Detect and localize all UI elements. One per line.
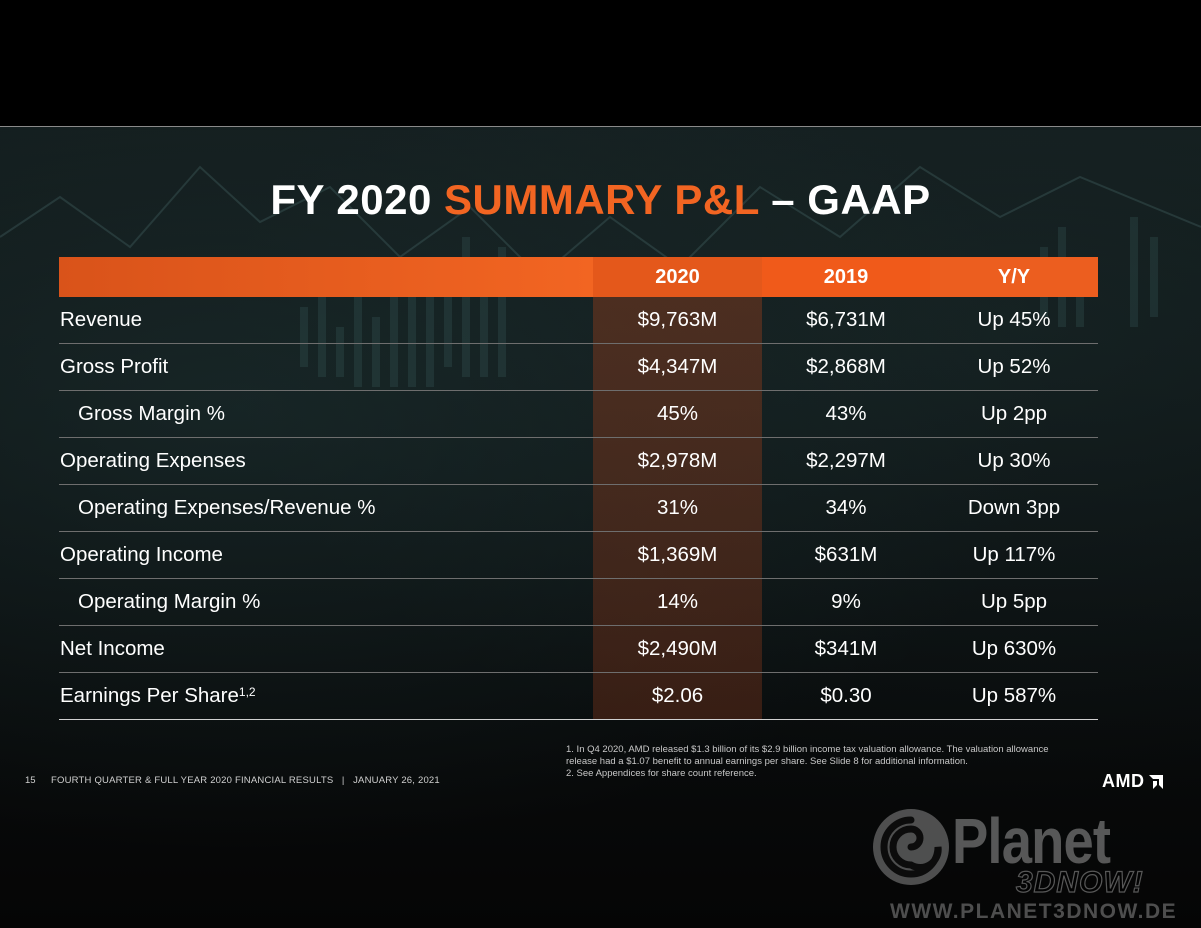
value-yy: Up 2pp	[930, 390, 1098, 438]
watermark-brand: Planet	[952, 805, 1111, 877]
value-2019: 43%	[762, 390, 930, 438]
table-row: Gross Margin % 45% 43% Up 2pp	[59, 390, 1098, 438]
value-2019: $2,297M	[762, 437, 930, 485]
header-2020: 2020	[593, 257, 762, 297]
value-yy: Up 630%	[930, 625, 1098, 673]
row-label: Operating Income	[59, 531, 593, 579]
value-2020: 45%	[593, 390, 762, 438]
value-yy: Down 3pp	[930, 484, 1098, 532]
planet-swirl-icon	[873, 809, 949, 885]
header-yy: Y/Y	[930, 257, 1098, 297]
value-2019: $2,868M	[762, 343, 930, 391]
footer-text: FOURTH QUARTER & FULL YEAR 2020 FINANCIA…	[51, 775, 440, 786]
slide-title: FY 2020 SUMMARY P&L – GAAP	[0, 176, 1201, 224]
value-2019: $0.30	[762, 672, 930, 720]
value-yy: Up 5pp	[930, 578, 1098, 626]
table-header-row: 2020 2019 Y/Y	[59, 257, 1098, 297]
value-2020: 31%	[593, 484, 762, 532]
footnote-1: 1. In Q4 2020, AMD released $1.3 billion…	[566, 744, 1049, 767]
row-label: Gross Profit	[59, 343, 593, 391]
table-row: Net Income $2,490M $341M Up 630%	[59, 625, 1098, 673]
page-number: 15	[25, 775, 36, 786]
row-label-eps: Earnings Per Share1,2	[59, 672, 593, 720]
row-label: Revenue	[59, 297, 593, 344]
value-2020: $9,763M	[593, 297, 762, 344]
amd-logo-text: AMD	[1102, 771, 1145, 791]
top-blank-band	[0, 0, 1201, 126]
footnotes: 1. In Q4 2020, AMD released $1.3 billion…	[566, 744, 1066, 780]
value-2020: $4,347M	[593, 343, 762, 391]
value-yy: Up 587%	[930, 672, 1098, 720]
watermark-sub: 3DNOW!	[1015, 865, 1144, 899]
amd-logo: AMD	[1102, 771, 1164, 792]
value-yy: Up 52%	[930, 343, 1098, 391]
watermark-url: WWW.PLANET3DNOW.DE	[890, 900, 1178, 923]
row-label: Net Income	[59, 625, 593, 673]
table-row: Revenue $9,763M $6,731M Up 45%	[59, 297, 1098, 344]
value-2020: $2,978M	[593, 437, 762, 485]
header-label	[59, 257, 593, 297]
table-row: Gross Profit $4,347M $2,868M Up 52%	[59, 343, 1098, 391]
title-part-2: – GAAP	[759, 176, 931, 223]
footnote-2: 2. See Appendices for share count refere…	[566, 768, 757, 779]
row-label: Earnings Per Share	[60, 684, 239, 707]
value-yy: Up 117%	[930, 531, 1098, 579]
table-row: Operating Margin % 14% 9% Up 5pp	[59, 578, 1098, 626]
summary-pl-table: 2020 2019 Y/Y Revenue $9,763M $6,731M Up…	[59, 257, 1098, 720]
value-2020: $2.06	[593, 672, 762, 720]
table-row: Operating Income $1,369M $631M Up 117%	[59, 531, 1098, 579]
table-row: Earnings Per Share1,2 $2.06 $0.30 Up 587…	[59, 672, 1098, 720]
footnote-ref: 1,2	[238, 685, 256, 699]
header-2019: 2019	[762, 257, 930, 297]
value-2020: $2,490M	[593, 625, 762, 673]
value-2019: $631M	[762, 531, 930, 579]
row-label: Operating Expenses	[59, 437, 593, 485]
title-part-1: FY 2020	[270, 176, 445, 223]
title-accent: SUMMARY P&L	[444, 176, 760, 223]
value-2019: 9%	[762, 578, 930, 626]
row-label: Gross Margin %	[59, 390, 593, 438]
value-2019: $341M	[762, 625, 930, 673]
amd-arrow-icon	[1148, 774, 1163, 789]
table-row: Operating Expenses $2,978M $2,297M Up 30…	[59, 437, 1098, 485]
row-label: Operating Expenses/Revenue %	[59, 484, 593, 532]
value-2020: $1,369M	[593, 531, 762, 579]
watermark: Planet 3DNOW! WWW.PLANET3DNOW.DE	[868, 800, 1198, 925]
top-divider	[0, 126, 1201, 127]
value-yy: Up 45%	[930, 297, 1098, 344]
value-2019: 34%	[762, 484, 930, 532]
table-row: Operating Expenses/Revenue % 31% 34% Dow…	[59, 484, 1098, 532]
value-2019: $6,731M	[762, 297, 930, 344]
value-2020: 14%	[593, 578, 762, 626]
value-yy: Up 30%	[930, 437, 1098, 485]
row-label: Operating Margin %	[59, 578, 593, 626]
